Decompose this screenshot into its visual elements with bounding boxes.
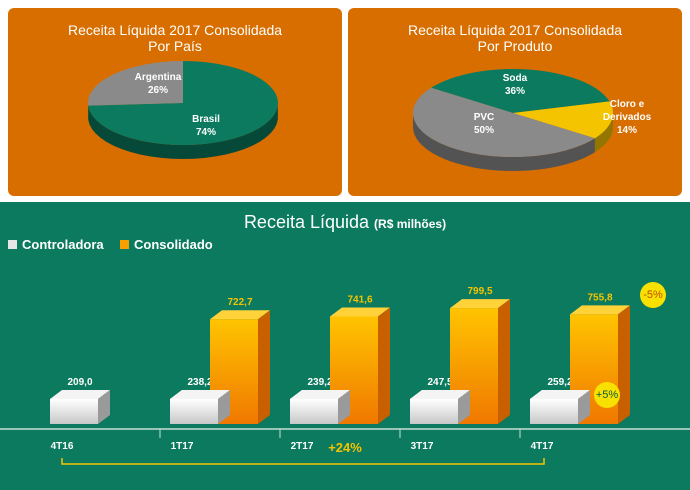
pie-pct-argentina: 26% (148, 85, 168, 96)
bar-controladora-front-3-side (458, 390, 470, 424)
pie-label-cloro-line1: Cloro e (610, 99, 645, 110)
pie-label-soda: Soda (503, 73, 528, 84)
bar-chart-title-text: Receita Líquida (243, 212, 370, 232)
bar-controladora-front-1 (170, 399, 218, 424)
pie-product-side-1 (594, 113, 613, 153)
bar-controladora-0-top (50, 390, 110, 399)
pie-product-slice-1 (513, 101, 613, 139)
x-tick-label-1: 1T17 (171, 441, 194, 452)
bar-controladora-front-1-side (218, 390, 230, 424)
bar-consolidado-1-side (258, 310, 270, 424)
pie-label-brasil: Brasil (192, 114, 220, 125)
bar-chart-unit: (R$ milhões) (374, 217, 447, 231)
x-tick-label-0: 4T16 (51, 441, 74, 452)
value-label-consolidado-1: 722,7 (227, 297, 252, 308)
legend-controladora-label: Controladora (22, 237, 104, 252)
pie-panel-product: Receita Líquida 2017 Consolidada Por Pro… (348, 8, 682, 196)
pie-label-cloro-line2: Derivados (603, 112, 652, 123)
value-label-consolidado-3: 799,5 (467, 286, 492, 297)
bar-controladora-front-3-top (410, 390, 470, 399)
consolidado-change-badge: -5% (640, 282, 666, 308)
legend-controladora: Controladora (8, 237, 104, 252)
pie-country-slice-0 (88, 61, 279, 146)
bar-consolidado-2-top (330, 307, 390, 317)
pie-label-pvc: PVC (474, 112, 495, 123)
bar-consolidado-2-side (378, 307, 390, 424)
pie-product-slice-0 (431, 69, 610, 113)
legend-consolidado-swatch (120, 240, 129, 249)
bar-consolidado-1-top (210, 310, 270, 320)
bar-consolidado-3-side (498, 299, 510, 424)
bar-controladora-0-side (98, 390, 110, 424)
bar-controladora-0 (50, 399, 98, 424)
legend-controladora-swatch (8, 240, 17, 249)
value-label-consolidado-4: 755,8 (587, 292, 612, 303)
pie-panel-country: Receita Líquida 2017 Consolidada Por Paí… (8, 8, 342, 196)
x-tick-label-2: 2T17 (291, 441, 314, 452)
pie-country-chart: Argentina 26% Brasil 74% (88, 61, 279, 159)
value-label-controladora-2: 239,2 (307, 377, 332, 388)
bar-controladora-front-1-top (170, 390, 230, 399)
controladora-change-badge: +5% (594, 382, 620, 408)
pie-product-side-2 (413, 113, 595, 171)
bar-controladora-front-4-side (578, 390, 590, 424)
pie-country-subtitle: Por País (148, 38, 202, 54)
bar-controladora-front-4-top (530, 390, 590, 399)
pie-pct-pvc: 50% (474, 125, 494, 136)
pie-label-argentina: Argentina (135, 72, 182, 83)
value-label-controladora-4: 259,2 (547, 377, 572, 388)
bar-controladora-front-2-top (290, 390, 350, 399)
bar-controladora-front-2-side (338, 390, 350, 424)
legend-consolidado: Consolidado (120, 237, 213, 252)
bar-controladora-front-4 (530, 399, 578, 424)
pie-product-slice-2 (413, 87, 595, 158)
growth-bracket (61, 458, 545, 465)
pie-pct-brasil: 74% (196, 127, 216, 138)
pie-country-slice-1 (88, 61, 183, 106)
value-label-controladora-3: 247,5 (427, 377, 452, 388)
pie-country-side-0 (88, 105, 278, 159)
growth-label: +24% (328, 440, 362, 455)
pie-country-title: Receita Líquida 2017 Consolidada (67, 22, 283, 38)
bar-controladora-front-3 (410, 399, 458, 424)
pie-pct-soda: 36% (505, 86, 525, 97)
pie-product-title: Receita Líquida 2017 Consolidada (407, 22, 623, 38)
x-tick-label-4: 4T17 (531, 441, 554, 452)
legend-consolidado-label: Consolidado (134, 237, 213, 252)
bar-chart-svg: 209,0 238,2 722,7 239,2 741,6 247,5 799,5 259,2… (0, 286, 690, 465)
x-tick-label-3: 3T17 (411, 441, 434, 452)
bar-consolidado-3-top (450, 299, 510, 309)
pie-product-subtitle: Por Produto (477, 38, 553, 54)
bar-controladora-front-2 (290, 399, 338, 424)
value-label-controladora-1: 238,2 (187, 377, 212, 388)
bar-chart-title: Receita Líquida (R$ milhões) (0, 212, 690, 233)
bar-consolidado-4-side (618, 305, 630, 424)
value-label-consolidado-2: 741,6 (347, 294, 372, 305)
value-label-controladora-0: 209,0 (67, 377, 92, 388)
pie-product-chart: Soda 36% PVC 50% Cloro e Derivados 14% (413, 69, 652, 171)
bar-chart-panel: Receita Líquida (R$ milhões) Controlador… (0, 202, 690, 490)
bar-consolidado-4-top (570, 305, 630, 315)
pie-pct-cloro: 14% (617, 125, 637, 136)
